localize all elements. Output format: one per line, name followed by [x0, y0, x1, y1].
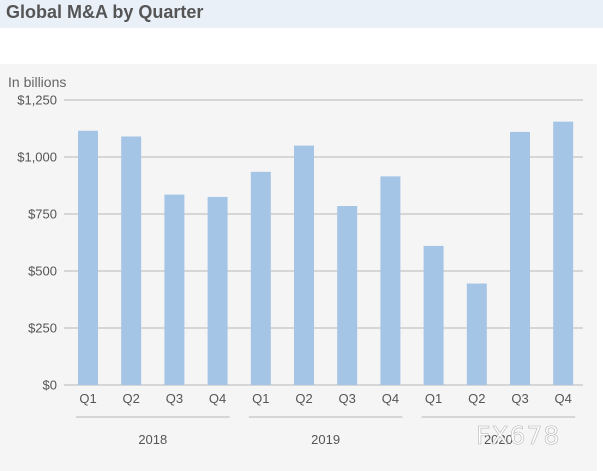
bar	[164, 194, 185, 385]
bar	[380, 176, 401, 385]
y-tick-label: $750	[28, 207, 57, 222]
x-tick-label: Q1	[79, 391, 96, 406]
x-tick-label: Q4	[382, 391, 399, 406]
y-axis-unit-label: In billions	[8, 74, 67, 90]
x-tick-label: Q2	[295, 391, 312, 406]
bar	[294, 145, 314, 385]
bar	[553, 121, 574, 385]
x-tick-label: Q2	[123, 391, 140, 406]
x-tick-label: Q4	[209, 391, 226, 406]
bar	[510, 131, 530, 385]
chart-title: Global M&A by Quarter	[6, 2, 204, 22]
bar	[78, 130, 98, 385]
y-tick-label: $0	[43, 378, 57, 393]
x-tick-label: Q1	[425, 391, 442, 406]
bar	[337, 206, 358, 385]
x-group-label: 2018	[138, 432, 167, 447]
y-tick-label: $500	[28, 264, 57, 279]
watermark-text: FX678	[476, 421, 561, 451]
title-bar: Global M&A by Quarter	[0, 0, 603, 28]
x-tick-label: Q4	[555, 391, 572, 406]
y-tick-label: $250	[28, 321, 57, 336]
x-tick-label: Q3	[511, 391, 528, 406]
x-tick-label: Q1	[252, 391, 269, 406]
y-tick-label: $1,000	[17, 150, 57, 165]
bar	[423, 245, 444, 385]
x-tick-label: Q3	[166, 391, 183, 406]
bar	[250, 171, 271, 385]
x-tick-label: Q2	[468, 391, 485, 406]
bar	[121, 136, 142, 385]
bar	[207, 196, 228, 385]
x-group-label: 2020	[484, 432, 513, 447]
x-group-label: 2019	[311, 432, 340, 447]
y-tick-label: $1,250	[17, 93, 57, 108]
bar	[466, 283, 487, 385]
x-tick-label: Q3	[339, 391, 356, 406]
